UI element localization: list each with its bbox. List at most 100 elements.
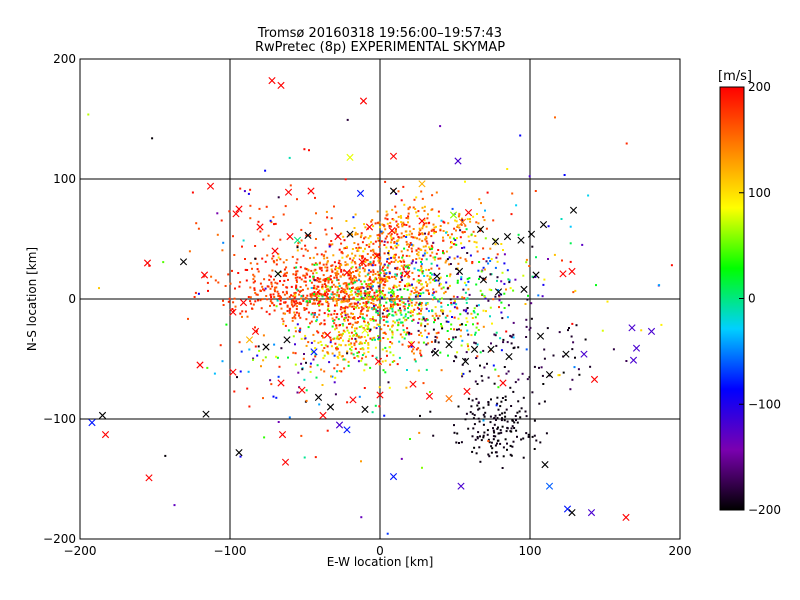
data-point-dot bbox=[433, 348, 436, 350]
data-point-dot bbox=[482, 349, 485, 352]
data-point-dot bbox=[344, 295, 347, 298]
data-point-dot bbox=[331, 317, 334, 320]
data-point-cross bbox=[590, 375, 599, 383]
data-point-cross bbox=[319, 411, 327, 419]
data-point-dot bbox=[263, 436, 266, 439]
data-point-dot bbox=[304, 296, 307, 299]
data-point-dot bbox=[336, 355, 339, 358]
data-point-dot bbox=[392, 256, 395, 259]
data-point-dot bbox=[344, 307, 347, 309]
data-point-dot bbox=[323, 347, 326, 349]
data-point-dot bbox=[298, 301, 301, 304]
data-point-dot bbox=[384, 284, 387, 287]
data-point-dot bbox=[364, 290, 367, 293]
data-point-dot bbox=[395, 246, 398, 249]
data-point-dot bbox=[386, 280, 389, 283]
data-point-dot bbox=[393, 253, 396, 256]
data-point-dot bbox=[336, 289, 339, 292]
data-point-dot bbox=[338, 248, 341, 251]
data-point-dot bbox=[323, 370, 326, 373]
data-point-dot bbox=[292, 335, 295, 338]
data-point-dot bbox=[368, 283, 371, 286]
data-point-dot bbox=[426, 323, 429, 326]
data-point-dot bbox=[509, 287, 512, 290]
data-point-cross bbox=[343, 269, 351, 277]
data-point-dot bbox=[336, 335, 339, 338]
data-point-dot bbox=[396, 329, 399, 332]
data-point-dot bbox=[473, 341, 476, 344]
data-point-dot bbox=[460, 329, 462, 332]
data-point-dot bbox=[383, 225, 386, 228]
data-point-dot bbox=[345, 282, 348, 285]
data-point-dot bbox=[418, 318, 421, 321]
data-point-dot bbox=[273, 309, 276, 312]
data-point-dot bbox=[419, 352, 422, 355]
data-point-dot bbox=[569, 388, 572, 391]
data-point-dot bbox=[275, 396, 278, 399]
data-point-dot bbox=[404, 285, 407, 288]
data-point-dot bbox=[474, 333, 476, 336]
data-point-dot bbox=[303, 309, 306, 311]
data-point-dot bbox=[358, 288, 361, 290]
data-point-dot bbox=[344, 344, 347, 347]
data-point-dot bbox=[497, 426, 499, 429]
data-point-dot bbox=[369, 276, 371, 279]
data-point-cross bbox=[580, 350, 588, 358]
data-point-dot bbox=[490, 441, 493, 444]
data-point-dot bbox=[331, 270, 334, 273]
data-point-dot bbox=[471, 412, 474, 415]
data-point-dot bbox=[454, 336, 457, 339]
data-point-dot bbox=[354, 327, 356, 330]
data-point-dot bbox=[317, 291, 319, 293]
data-point-dot bbox=[293, 293, 296, 296]
data-point-dot bbox=[356, 268, 359, 271]
data-point-dot bbox=[422, 317, 425, 320]
data-point-dot bbox=[357, 317, 360, 319]
data-point-dot bbox=[512, 440, 515, 443]
data-point-dot bbox=[379, 272, 382, 274]
data-point-dot bbox=[554, 116, 556, 119]
data-point-dot bbox=[396, 295, 399, 298]
data-point-dot bbox=[476, 437, 479, 440]
data-point-dot bbox=[363, 304, 366, 307]
data-point-dot bbox=[361, 286, 364, 289]
data-point-dot bbox=[389, 341, 392, 343]
data-point-dot bbox=[326, 269, 329, 272]
data-point-dot bbox=[430, 267, 433, 270]
data-point-dot bbox=[374, 296, 377, 299]
data-point-dot bbox=[365, 306, 368, 309]
data-point-dot bbox=[368, 291, 371, 293]
data-point-dot bbox=[476, 355, 479, 358]
data-point-dot bbox=[589, 365, 592, 368]
data-point-dot bbox=[447, 304, 449, 306]
data-point-dot bbox=[241, 245, 243, 248]
data-point-dot bbox=[414, 236, 417, 239]
data-point-dot bbox=[261, 285, 264, 288]
data-point-dot bbox=[433, 258, 436, 261]
data-point-dot bbox=[216, 212, 219, 215]
data-point-dot bbox=[348, 338, 351, 341]
colorbar-tick-label: −100 bbox=[748, 397, 781, 411]
data-point-dot bbox=[475, 357, 478, 359]
data-point-dot bbox=[378, 221, 381, 224]
data-point-dot bbox=[467, 280, 470, 283]
data-point-dot bbox=[419, 331, 422, 334]
data-point-dot bbox=[280, 297, 283, 300]
data-point-dot bbox=[291, 305, 294, 308]
data-point-dot bbox=[516, 435, 518, 438]
data-point-dot bbox=[441, 327, 444, 330]
data-point-dot bbox=[434, 306, 437, 309]
data-point-cross bbox=[361, 405, 369, 413]
data-point-dot bbox=[314, 295, 317, 297]
data-point-dot bbox=[374, 319, 377, 322]
data-point-dot bbox=[425, 289, 428, 292]
data-point-dot bbox=[417, 329, 420, 332]
data-point-dot bbox=[476, 322, 479, 325]
data-point-dot bbox=[417, 254, 420, 257]
data-point-dot bbox=[442, 312, 444, 315]
data-point-dot bbox=[286, 297, 289, 300]
data-point-dot bbox=[266, 254, 269, 257]
data-point-dot bbox=[335, 316, 338, 319]
data-point-dot bbox=[421, 270, 424, 273]
data-point-cross bbox=[298, 386, 306, 394]
